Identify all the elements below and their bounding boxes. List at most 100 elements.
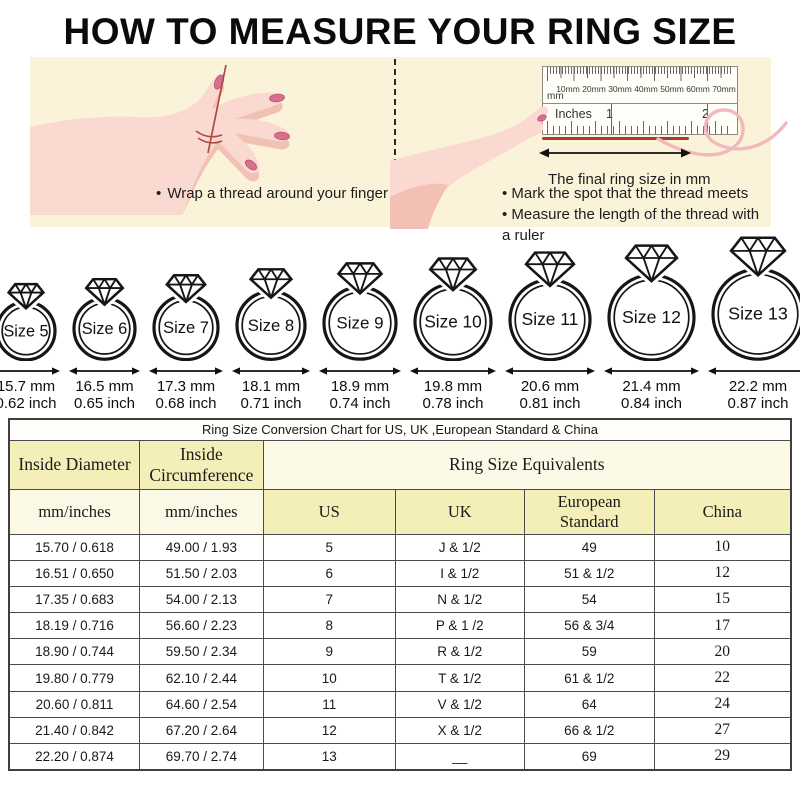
table-cell: R & 1/2 (394, 638, 525, 666)
table-cell: 69.70 / 2.74 (139, 742, 264, 771)
ring-diameter-mm: 17.3 mm (156, 377, 216, 395)
ruler-mm-10mm-ticks (547, 67, 733, 81)
table-cell: 9 (262, 638, 396, 666)
table-cell: 22 (653, 664, 792, 692)
ruler-mm-tick-label: 30mm (608, 84, 632, 94)
ruler-mm-tick-label: 50mm (660, 84, 684, 94)
table-row: 16.51 / 0.650 51.50 / 2.03 6 I & 1/2 51 & 1/… (8, 559, 792, 587)
right-instruction-item: Mark the spot that the thread meets (502, 183, 771, 204)
table-cell: 15 (653, 585, 792, 614)
ring-size-item: Size 10 19.8 mm 0.78 inch (410, 255, 496, 413)
table-cell: X & 1/2 (394, 716, 525, 745)
table-cell: P & 1 /2 (394, 612, 525, 640)
header-european-standard: European Standard (523, 488, 655, 535)
ring-illustration: Size 8 (235, 266, 307, 361)
ring-diameter-inch: 0.87 inch (727, 395, 789, 413)
thread-loop-illustration (656, 108, 788, 157)
ring-illustration: Size 11 (508, 249, 592, 361)
hand-with-thread-illustration (30, 65, 290, 215)
ring-diameter-inch: 0.78 inch (422, 395, 484, 413)
ring-diameter-mm: 21.4 mm (622, 377, 681, 395)
table-cell: 17.35 / 0.683 (8, 585, 141, 614)
svg-text:Size 12: Size 12 (622, 307, 681, 327)
ruler-mm-tick-label: 60mm (686, 84, 710, 94)
header-inside-diameter: Inside Diameter (8, 439, 141, 490)
diameter-arrow (149, 367, 223, 375)
table-cell: 11 (262, 690, 396, 718)
ruler-inches-label: Inches (555, 107, 592, 121)
table-cell: 12 (653, 559, 792, 587)
svg-text:Size 10: Size 10 (424, 311, 481, 331)
diameter-arrow (0, 367, 60, 375)
table-cell: 51.50 / 2.03 (139, 559, 264, 587)
ring-diameter-inch: 0.81 inch (519, 395, 581, 413)
table-row: 18.90 / 0.744 59.50 / 2.34 9 R & 1/2 59 20 (8, 638, 792, 666)
table-row: 20.60 / 0.811 64.60 / 2.54 11 V & 1/2 64 24 (8, 690, 792, 718)
conversion-table-section: Ring Size Conversion Chart for US, UK ,E… (8, 418, 792, 771)
table-cell: 13 (262, 742, 396, 771)
table-cell: 62.10 / 2.44 (139, 664, 264, 692)
right-instruction-list: Mark the spot that the thread meetsMeasu… (502, 183, 771, 246)
table-row: 18.19 / 0.716 56.60 / 2.23 8 P & 1 /2 56 & 3… (8, 612, 792, 640)
ruler-mm-unit-label: mm (547, 91, 564, 102)
bullet-icon: • (156, 185, 162, 202)
table-cell: V & 1/2 (394, 690, 525, 718)
ruler-inch-1-label: 1 (606, 107, 613, 121)
ring-diameter-inch: 0.74 inch (329, 395, 391, 413)
table-cell: 10 (653, 533, 792, 561)
table-cell: 49 (523, 533, 655, 561)
svg-text:Size 6: Size 6 (82, 320, 128, 338)
ring-size-row: Size 5 15.7 mm 0.62 inch Size 6 16.5 mm 0.6… (0, 234, 800, 413)
table-cell: 10 (262, 664, 396, 692)
table-cell: 22.20 / 0.874 (8, 742, 141, 771)
table-cell: 8 (262, 612, 396, 640)
table-cell: 20.60 / 0.811 (8, 690, 141, 718)
header-us: US (262, 488, 396, 535)
table-cell: 64.60 / 2.54 (139, 690, 264, 718)
ruler-mm-tick-label: 40mm (634, 84, 658, 94)
table-cell: I & 1/2 (394, 559, 525, 587)
table-cell: 51 & 1/2 (523, 559, 655, 587)
svg-text:Size 9: Size 9 (336, 313, 383, 332)
header-ring-size-equivalents: Ring Size Equivalents (262, 439, 792, 490)
ring-illustration: Size 5 (0, 281, 57, 361)
svg-text:Size 11: Size 11 (522, 309, 579, 329)
svg-text:Size 5: Size 5 (4, 322, 49, 340)
table-cell: 20 (653, 638, 792, 666)
table-cell: 15.70 / 0.618 (8, 533, 141, 561)
ring-size-item: Size 8 18.1 mm 0.71 inch (232, 266, 310, 413)
ring-diameter-inch: 0.65 inch (74, 395, 135, 413)
ruler-inch-1-tick (611, 104, 612, 134)
table-cell: 64 (523, 690, 655, 718)
table-row: 21.40 / 0.842 67.20 / 2.64 12 X & 1/2 66 & 1… (8, 716, 792, 745)
table-row: 22.20 / 0.874 69.70 / 2.74 13 __ 69 29 (8, 742, 792, 771)
table-cell: 59 (523, 638, 655, 666)
ring-diameter-mm: 22.2 mm (728, 377, 788, 395)
diameter-arrow (410, 367, 496, 375)
ring-size-item: Size 12 21.4 mm 0.84 inch (604, 242, 699, 413)
table-cell: 18.19 / 0.716 (8, 612, 141, 640)
header-china: China (653, 488, 792, 535)
table-cell: 59.50 / 2.34 (139, 638, 264, 666)
ring-diameter-mm: 19.8 mm (423, 377, 483, 395)
header-diameter-units: mm/inches (8, 488, 141, 535)
svg-text:Size 7: Size 7 (163, 319, 209, 337)
ring-diameter-inch: 0.84 inch (621, 395, 682, 413)
ring-illustration: Size 12 (607, 242, 696, 361)
diameter-arrow (708, 367, 800, 375)
header-inside-circumference: Inside Circumference (139, 439, 264, 490)
table-cell: 7 (262, 585, 396, 614)
ring-illustration: Size 6 (72, 276, 137, 361)
table-cell: 61 & 1/2 (523, 664, 655, 692)
ruler-inch-half-ticks (547, 121, 733, 134)
ring-diameter-mm: 20.6 mm (520, 377, 580, 395)
measurement-arrow (539, 148, 691, 158)
table-cell: 12 (262, 716, 396, 745)
measured-thread-line (542, 137, 689, 140)
conversion-table: Ring Size Conversion Chart for US, UK ,E… (8, 418, 792, 771)
hand-holding-thread-illustration (390, 106, 549, 229)
ruler-mm-scale: 10mm 20mm 30mm 40mm 50mm 60mm 70mm mm (542, 66, 738, 104)
ring-diameter-inch: 0.71 inch (240, 395, 302, 413)
ring-illustration: Size 7 (152, 272, 220, 361)
